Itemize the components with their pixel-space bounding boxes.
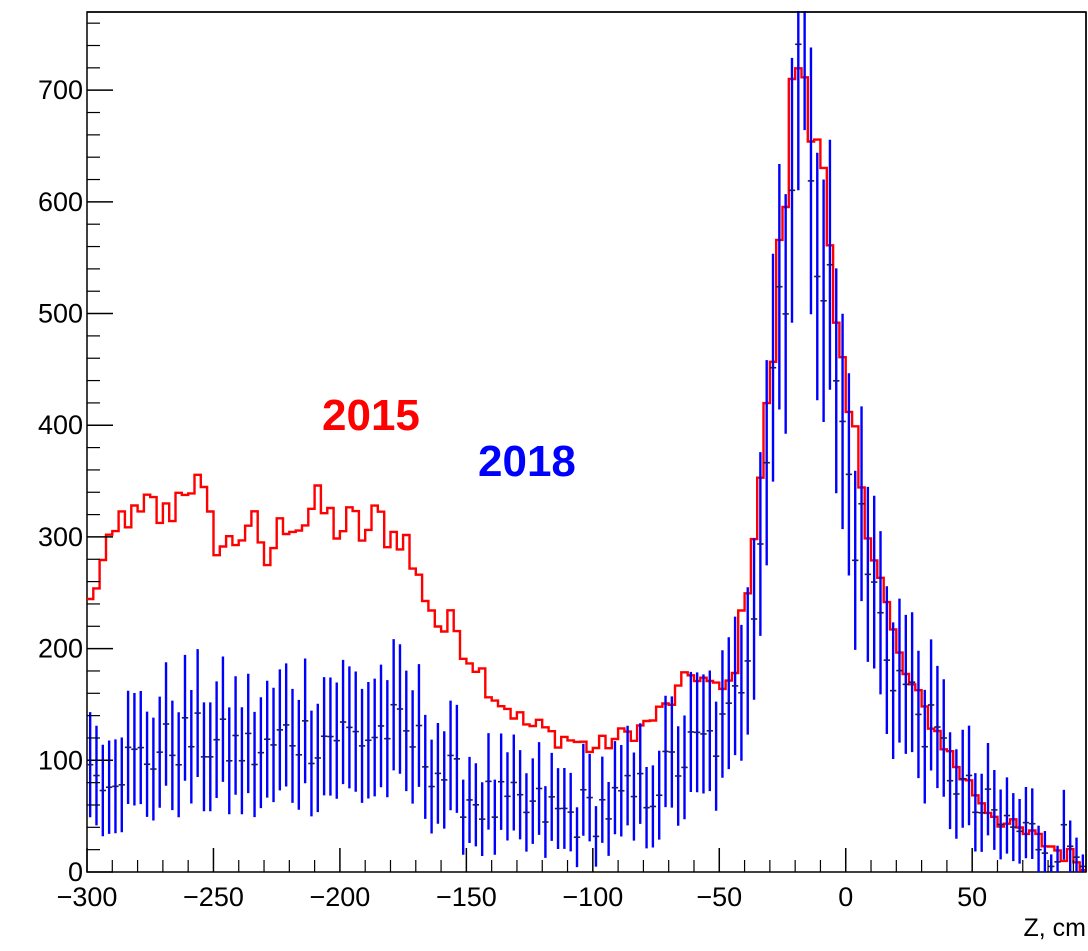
top-mask (0, 0, 1088, 11)
x-tick-label: 0 (838, 882, 853, 912)
y-tick-label: 400 (38, 410, 83, 440)
x-tick-label: −200 (309, 882, 370, 912)
series-line-2015 (87, 67, 1086, 872)
y-tick-label: 600 (38, 187, 83, 217)
axes: −300 −250 −200 −150 −100 −50 0 5001002003004005… (38, 22, 1074, 912)
x-axis-title: Z, cm (1024, 914, 1087, 942)
y-tick-label: 700 (38, 75, 83, 105)
series-2018 (87, 0, 1086, 872)
annotation-2015: 2015 (322, 391, 420, 440)
plot-area (86, 0, 1087, 873)
y-tick-label: 0 (68, 857, 83, 887)
annotation-layer: 2015 2018 (322, 391, 576, 486)
x-tick-label: 50 (957, 882, 987, 912)
series-2015 (87, 67, 1086, 872)
x-tick-label: −250 (183, 882, 244, 912)
x-tick-label: −100 (562, 882, 623, 912)
annotation-2018: 2018 (478, 437, 576, 486)
y-tick-label: 300 (38, 522, 83, 552)
x-tick-label: −150 (436, 882, 497, 912)
x-tick-label: −300 (57, 882, 118, 912)
y-tick-label: 100 (38, 745, 83, 775)
x-tick-label: −50 (696, 882, 742, 912)
y-tick-label: 200 (38, 634, 83, 664)
y-tick-label: 500 (38, 299, 83, 329)
